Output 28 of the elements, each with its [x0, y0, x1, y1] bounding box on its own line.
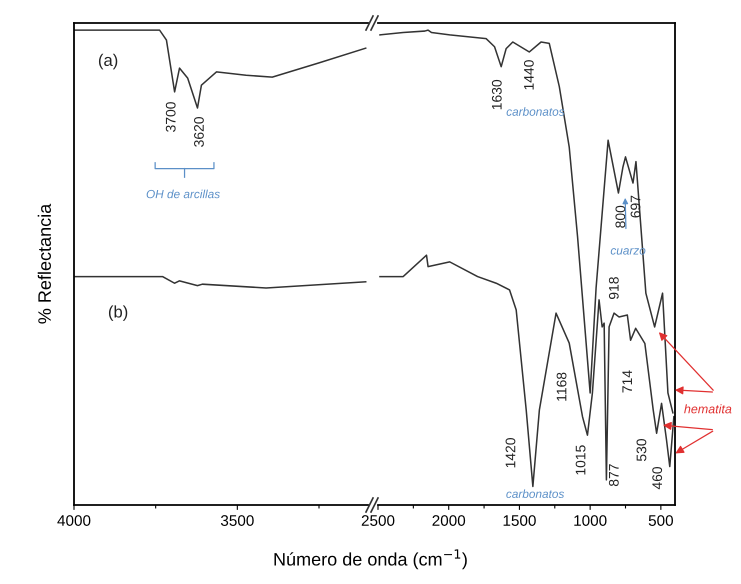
x-tick-label: 4000 — [57, 515, 90, 526]
annotation: 460 — [652, 466, 662, 490]
annotation: 530 — [636, 439, 646, 462]
annotation: (b) — [108, 305, 128, 321]
annotation: (a) — [98, 54, 118, 70]
annotation: 3620 — [194, 117, 204, 147]
x-tick-label: 2000 — [432, 515, 466, 526]
x-tick-label: 500 — [648, 515, 674, 526]
annotation: 697 — [630, 196, 640, 218]
x-tick-label: 1000 — [574, 515, 607, 526]
annotation: 1440 — [524, 60, 534, 90]
annotation: 3700 — [166, 102, 176, 132]
annotation: 714 — [622, 370, 632, 392]
annotation: 877 — [608, 464, 619, 486]
x-tick-label: 3500 — [220, 515, 254, 526]
annotation: OH de arcillas — [146, 190, 220, 198]
x-axis-title: Número de onda (cm$^{−1}$) — [274, 549, 467, 570]
text: hematita — [684, 404, 732, 414]
annotation: 1015 — [576, 445, 586, 475]
annotation: 800 — [615, 206, 626, 228]
x-tick-label: 2500 — [362, 515, 394, 526]
annotation: 918 — [608, 277, 619, 300]
annotation: 1630 — [492, 80, 502, 110]
annotation: carbonatos — [506, 489, 564, 498]
annotation: 1168 — [556, 372, 566, 401]
annotation: 1420 — [506, 438, 516, 468]
y-axis-title: % Reflectancia — [38, 204, 51, 324]
x-tick-label: 1500 — [504, 515, 536, 526]
